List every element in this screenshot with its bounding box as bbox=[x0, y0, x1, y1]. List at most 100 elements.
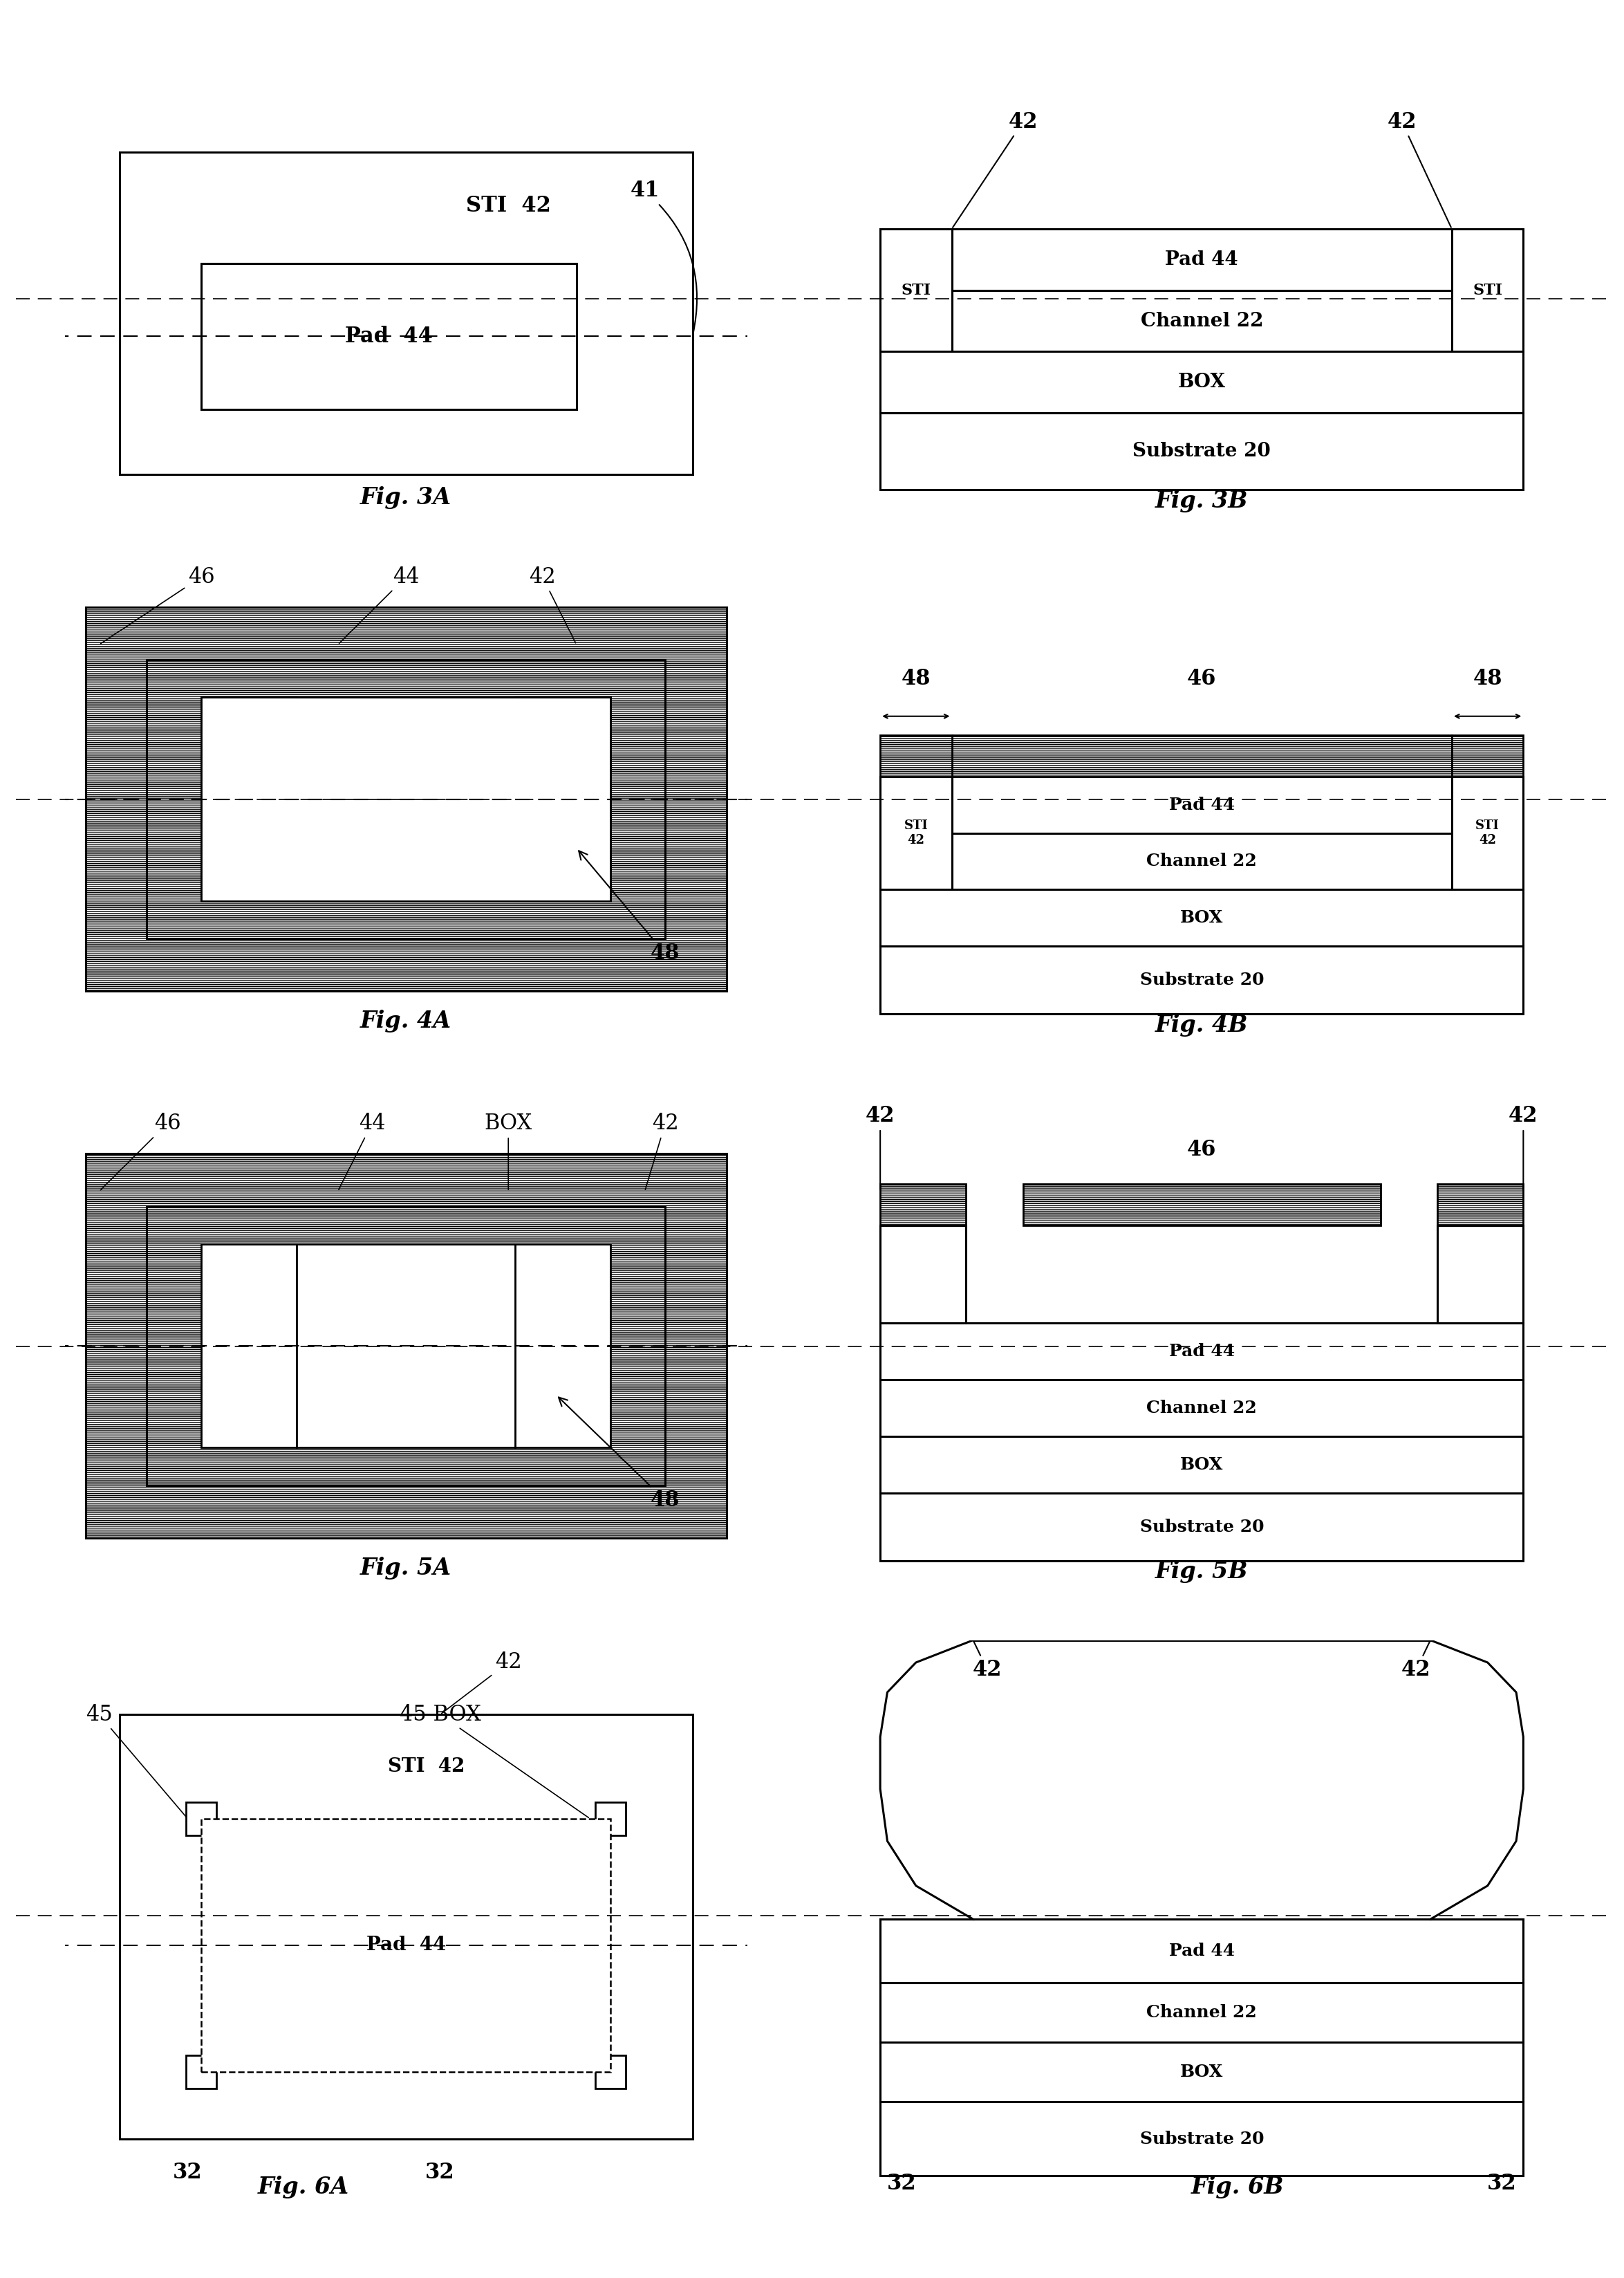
Text: 32: 32 bbox=[1488, 2173, 1517, 2194]
Text: 42: 42 bbox=[1402, 1642, 1431, 1681]
Text: STI: STI bbox=[901, 282, 931, 298]
Text: STI: STI bbox=[1473, 282, 1502, 298]
Bar bbox=[1023, 1185, 1380, 1226]
Bar bbox=[952, 777, 1452, 834]
Bar bbox=[880, 777, 952, 888]
Bar bbox=[120, 153, 692, 474]
Bar bbox=[146, 1207, 666, 1485]
Bar bbox=[880, 1185, 966, 1226]
Bar bbox=[201, 1818, 611, 2071]
Bar bbox=[1452, 230, 1523, 351]
Text: BOX: BOX bbox=[1181, 2064, 1223, 2080]
Text: 48: 48 bbox=[901, 667, 931, 690]
Text: 46: 46 bbox=[1187, 667, 1216, 690]
Text: STI
42: STI 42 bbox=[905, 820, 927, 847]
Bar bbox=[86, 606, 726, 991]
Bar bbox=[880, 736, 952, 777]
Bar bbox=[880, 351, 1523, 412]
Text: Pad  44: Pad 44 bbox=[365, 1936, 447, 1955]
Text: 42: 42 bbox=[866, 1105, 895, 1189]
Bar bbox=[880, 1982, 1523, 2041]
Text: 42: 42 bbox=[1509, 1105, 1538, 1189]
Text: STI
42: STI 42 bbox=[1476, 820, 1499, 847]
Text: Pad 44: Pad 44 bbox=[1169, 797, 1234, 813]
Text: Fig. 4B: Fig. 4B bbox=[1155, 1014, 1249, 1036]
Bar bbox=[880, 2041, 1523, 2103]
Text: 46: 46 bbox=[101, 1114, 180, 1189]
Text: 48: 48 bbox=[1473, 667, 1502, 690]
Bar bbox=[880, 1492, 1523, 1560]
Text: Fig. 5B: Fig. 5B bbox=[1155, 1560, 1249, 1583]
Text: 44: 44 bbox=[339, 567, 419, 642]
Text: 42: 42 bbox=[529, 567, 575, 642]
Bar bbox=[187, 1802, 216, 1836]
Bar bbox=[201, 264, 577, 410]
Bar bbox=[201, 1244, 297, 1447]
Text: BOX: BOX bbox=[1177, 374, 1226, 392]
Text: 46: 46 bbox=[101, 567, 214, 645]
Text: BOX: BOX bbox=[1181, 1456, 1223, 1474]
Bar bbox=[1452, 777, 1523, 888]
Text: Fig. 5A: Fig. 5A bbox=[361, 1556, 451, 1579]
Bar bbox=[880, 412, 1523, 490]
Bar bbox=[120, 1715, 692, 2139]
Bar bbox=[880, 1226, 966, 1324]
Bar bbox=[201, 697, 611, 900]
Text: 42: 42 bbox=[645, 1114, 679, 1189]
Text: BOX: BOX bbox=[1181, 909, 1223, 927]
Bar bbox=[596, 2055, 625, 2089]
Bar bbox=[1437, 1226, 1523, 1324]
Text: Channel 22: Channel 22 bbox=[1147, 852, 1257, 870]
Text: STI  42: STI 42 bbox=[466, 196, 551, 216]
Text: Substrate 20: Substrate 20 bbox=[1140, 1519, 1263, 1535]
Bar bbox=[86, 1153, 726, 1538]
Bar bbox=[880, 2103, 1523, 2175]
Text: Pad  44: Pad 44 bbox=[344, 326, 434, 346]
Text: 41: 41 bbox=[630, 180, 697, 335]
Bar bbox=[297, 1244, 515, 1447]
Bar bbox=[952, 834, 1452, 888]
Text: 48: 48 bbox=[578, 850, 680, 964]
Text: 44: 44 bbox=[339, 1114, 385, 1189]
Bar bbox=[880, 1324, 1523, 1380]
Text: 45 BOX: 45 BOX bbox=[400, 1704, 588, 1818]
Text: 45: 45 bbox=[86, 1704, 187, 1818]
Text: STI  42: STI 42 bbox=[388, 1756, 464, 1777]
Text: Pad 44: Pad 44 bbox=[1166, 251, 1237, 269]
Bar bbox=[952, 230, 1452, 289]
Bar bbox=[515, 1244, 611, 1447]
Bar bbox=[201, 697, 297, 900]
Text: Fig. 4A: Fig. 4A bbox=[361, 1009, 451, 1032]
Text: Substrate 20: Substrate 20 bbox=[1132, 442, 1272, 460]
Text: Fig. 6B: Fig. 6B bbox=[1190, 2175, 1285, 2198]
Text: 32: 32 bbox=[174, 2162, 203, 2182]
Bar bbox=[880, 1435, 1523, 1492]
Bar bbox=[880, 945, 1523, 1014]
Bar bbox=[880, 230, 952, 351]
Bar bbox=[880, 1380, 1523, 1435]
Text: Channel 22: Channel 22 bbox=[1147, 1399, 1257, 1417]
Bar bbox=[596, 1802, 625, 1836]
Text: 42: 42 bbox=[1387, 112, 1450, 228]
Bar bbox=[1452, 736, 1523, 777]
Text: Substrate 20: Substrate 20 bbox=[1140, 973, 1263, 989]
Bar bbox=[880, 1918, 1523, 1982]
Text: 32: 32 bbox=[425, 2162, 455, 2182]
Text: 42: 42 bbox=[973, 1642, 1002, 1681]
Text: Fig. 6A: Fig. 6A bbox=[258, 2175, 349, 2198]
Bar bbox=[952, 736, 1452, 777]
Bar bbox=[952, 289, 1452, 351]
Bar bbox=[515, 697, 611, 900]
Text: Fig. 3A: Fig. 3A bbox=[361, 485, 451, 508]
Text: Channel 22: Channel 22 bbox=[1140, 312, 1263, 330]
Bar bbox=[1437, 1185, 1523, 1226]
Text: Channel 22: Channel 22 bbox=[1147, 2005, 1257, 2021]
Text: 32: 32 bbox=[887, 2173, 916, 2194]
Bar bbox=[187, 2055, 216, 2089]
Bar bbox=[146, 661, 666, 939]
Text: 46: 46 bbox=[1187, 1139, 1216, 1162]
Bar bbox=[880, 888, 1523, 945]
Text: 42: 42 bbox=[442, 1652, 521, 1713]
Text: 42: 42 bbox=[953, 112, 1038, 228]
Text: BOX: BOX bbox=[484, 1114, 533, 1189]
